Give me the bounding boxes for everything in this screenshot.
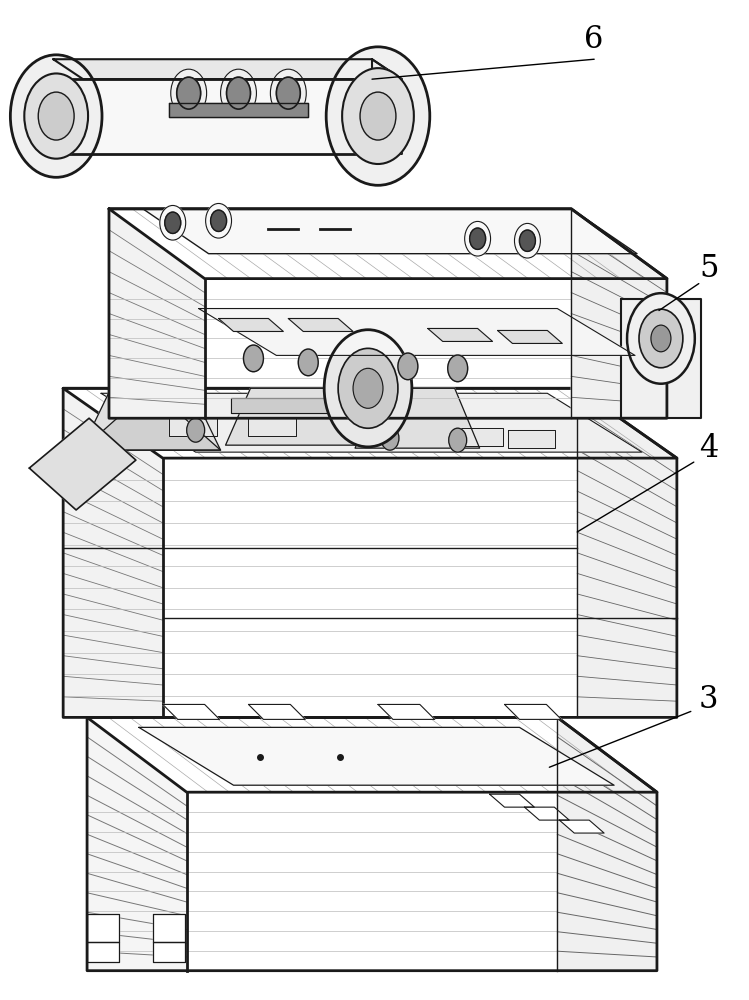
Polygon shape	[621, 299, 701, 418]
Circle shape	[470, 228, 485, 249]
Circle shape	[360, 92, 396, 140]
Polygon shape	[153, 914, 185, 942]
Polygon shape	[508, 430, 555, 448]
Polygon shape	[63, 388, 163, 717]
Circle shape	[353, 368, 383, 408]
Text: 3: 3	[699, 684, 718, 715]
Polygon shape	[355, 388, 479, 448]
Polygon shape	[81, 388, 220, 450]
Circle shape	[448, 355, 467, 382]
Circle shape	[398, 353, 418, 380]
Polygon shape	[249, 704, 306, 719]
Circle shape	[651, 325, 671, 352]
Circle shape	[24, 73, 88, 159]
Polygon shape	[87, 717, 187, 971]
Polygon shape	[249, 418, 297, 436]
Circle shape	[226, 77, 250, 109]
Polygon shape	[505, 704, 561, 719]
Polygon shape	[560, 820, 604, 833]
Circle shape	[206, 203, 231, 238]
Polygon shape	[524, 807, 569, 820]
Polygon shape	[63, 388, 677, 458]
Polygon shape	[497, 330, 562, 343]
Polygon shape	[225, 388, 355, 445]
Polygon shape	[87, 942, 119, 962]
Circle shape	[298, 349, 318, 376]
Circle shape	[627, 293, 695, 384]
Polygon shape	[198, 309, 635, 355]
Polygon shape	[372, 59, 402, 154]
Polygon shape	[109, 209, 204, 418]
Polygon shape	[428, 328, 493, 341]
Polygon shape	[169, 103, 309, 117]
Polygon shape	[577, 388, 677, 717]
Circle shape	[10, 55, 102, 177]
Polygon shape	[378, 704, 434, 719]
Polygon shape	[163, 704, 219, 719]
Circle shape	[160, 205, 186, 240]
Polygon shape	[231, 398, 370, 413]
Circle shape	[381, 426, 399, 450]
Circle shape	[342, 68, 414, 164]
Polygon shape	[455, 428, 503, 446]
Circle shape	[210, 210, 226, 231]
Circle shape	[276, 77, 300, 109]
Polygon shape	[29, 418, 136, 510]
Polygon shape	[288, 319, 353, 331]
Polygon shape	[87, 914, 119, 942]
Circle shape	[165, 212, 181, 233]
Polygon shape	[143, 209, 637, 254]
Text: 4: 4	[699, 433, 718, 464]
Circle shape	[449, 428, 467, 452]
Polygon shape	[81, 388, 220, 450]
Text: 5: 5	[699, 253, 718, 284]
Polygon shape	[101, 393, 642, 452]
Circle shape	[38, 92, 74, 140]
Circle shape	[464, 221, 491, 256]
Circle shape	[270, 69, 306, 117]
Polygon shape	[557, 717, 657, 971]
Circle shape	[515, 223, 540, 258]
Polygon shape	[87, 717, 657, 792]
Polygon shape	[490, 794, 534, 807]
Circle shape	[324, 330, 412, 447]
Circle shape	[520, 230, 536, 251]
Circle shape	[171, 69, 207, 117]
Circle shape	[326, 47, 430, 185]
Circle shape	[177, 77, 201, 109]
Circle shape	[220, 69, 256, 117]
Circle shape	[243, 345, 264, 372]
Text: 6: 6	[584, 24, 604, 55]
Polygon shape	[109, 209, 667, 279]
Polygon shape	[169, 418, 216, 436]
Circle shape	[338, 348, 398, 428]
Polygon shape	[153, 942, 185, 962]
Polygon shape	[139, 727, 614, 785]
Polygon shape	[219, 319, 283, 331]
Polygon shape	[53, 79, 372, 154]
Circle shape	[187, 418, 204, 442]
Circle shape	[639, 309, 683, 368]
Polygon shape	[53, 59, 402, 79]
Polygon shape	[571, 209, 667, 418]
